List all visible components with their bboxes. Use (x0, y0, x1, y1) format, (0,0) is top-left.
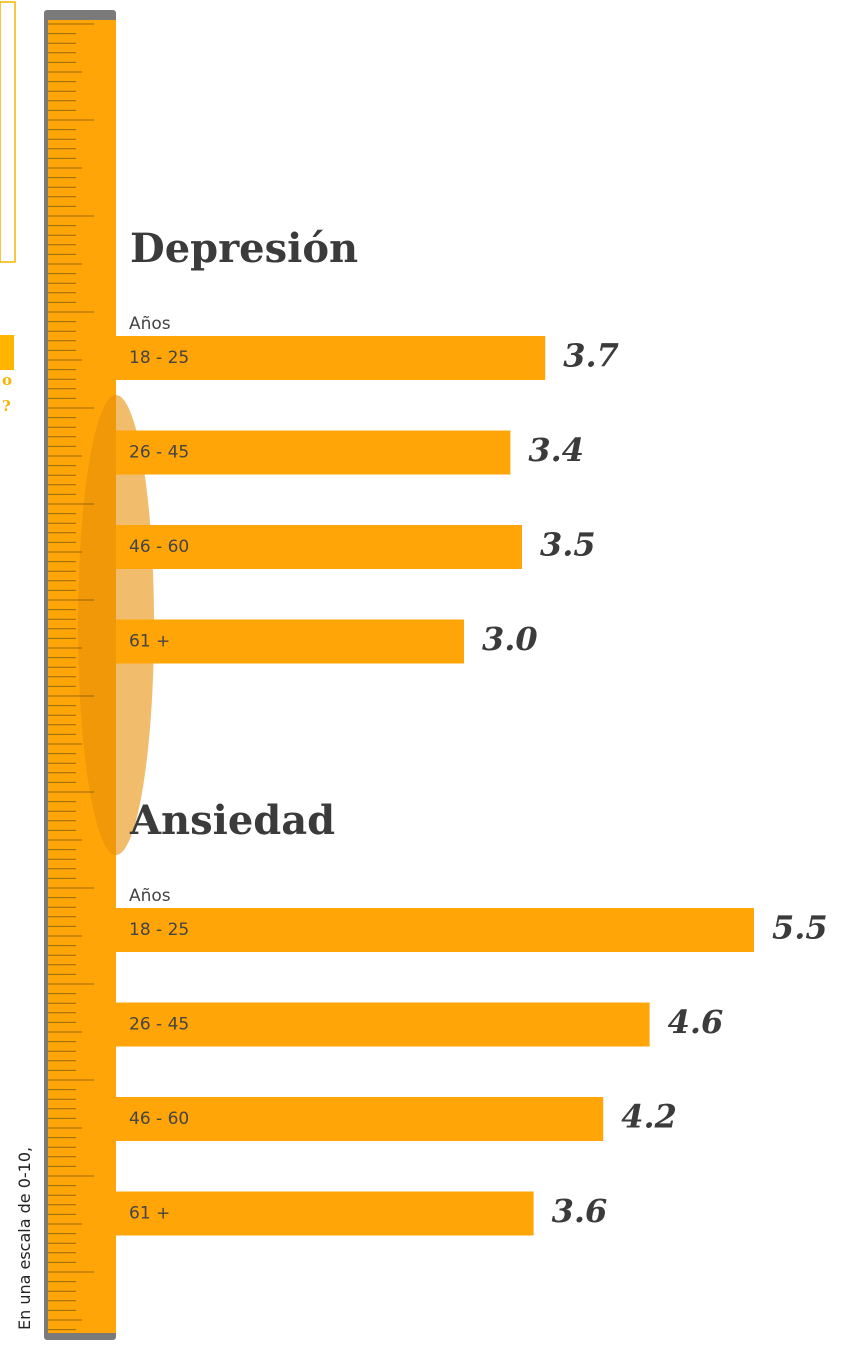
value-label: 3.6 (552, 1192, 608, 1230)
bar (116, 1003, 650, 1047)
infographic: o ? En una escala de 0-10, Depresión Años… (0, 0, 841, 1345)
bar (116, 908, 754, 952)
category-axis-label: Años (129, 886, 171, 906)
category-label: 26 - 45 (129, 443, 189, 463)
value-label: 5.5 (772, 909, 828, 947)
fragment: ? (2, 397, 11, 415)
fragment: o (2, 371, 12, 389)
side-panel-accent (0, 335, 14, 370)
value-label: 4.6 (668, 1003, 724, 1041)
category-label: 46 - 60 (129, 1109, 189, 1129)
value-label: 3.0 (482, 620, 538, 658)
side-note: En una escala de 0-10, (15, 1147, 34, 1330)
value-label: 3.7 (563, 337, 619, 375)
category-label: 18 - 25 (129, 348, 189, 368)
side-panel (0, 2, 15, 262)
category-label: 18 - 25 (129, 920, 189, 940)
category-label: 46 - 60 (129, 537, 189, 557)
value-label: 4.2 (621, 1098, 677, 1136)
bar (116, 1192, 534, 1236)
category-axis-label: Años (129, 314, 171, 334)
category-label: 61 + (129, 1204, 170, 1224)
value-label: 3.4 (528, 431, 584, 469)
category-label: 61 + (129, 632, 170, 652)
chart-title: Depresión (130, 225, 358, 272)
value-label: 3.5 (540, 526, 596, 564)
chart-title: Ansiedad (129, 797, 335, 844)
category-label: 26 - 45 (129, 1015, 189, 1035)
